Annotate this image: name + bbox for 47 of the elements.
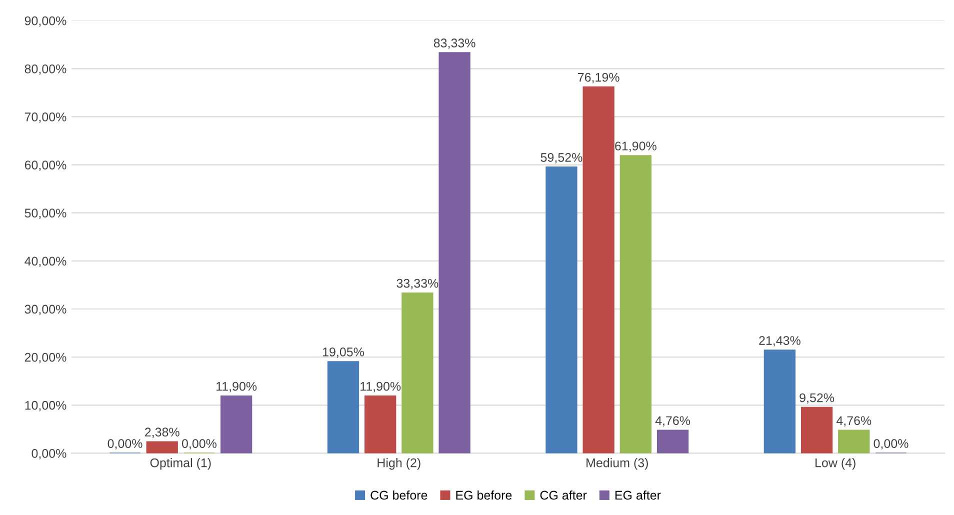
y-tick-label: 50,00% xyxy=(24,208,66,219)
y-tick-label: 20,00% xyxy=(24,352,66,364)
data-label: 2,38% xyxy=(145,428,180,438)
data-label: 21,43% xyxy=(759,336,800,346)
x-tick-label: Low (4) xyxy=(816,458,856,470)
legend-label: CG before xyxy=(370,490,428,500)
data-label: 83,33% xyxy=(434,38,476,49)
y-tick-label: 90,00% xyxy=(24,16,66,27)
y-tick-label: 40,00% xyxy=(24,256,66,268)
x-tick-label: High (2) xyxy=(378,458,420,470)
y-tick-label: 0,00% xyxy=(32,449,66,460)
bar xyxy=(800,406,833,454)
data-label: 0,00% xyxy=(182,439,216,450)
data-label: 61,90% xyxy=(615,142,656,152)
bar xyxy=(438,52,470,454)
data-label: 4,76% xyxy=(655,416,690,427)
legend-label: EG after xyxy=(615,490,661,500)
data-label: 33,33% xyxy=(396,278,438,290)
bar xyxy=(220,395,252,454)
data-label: 76,19% xyxy=(578,72,620,84)
y-tick-label: 30,00% xyxy=(24,304,66,316)
bar xyxy=(764,350,796,454)
bar xyxy=(402,292,434,454)
y-tick-label: 70,00% xyxy=(24,112,66,123)
x-tick-label: Optimal (1) xyxy=(150,458,211,470)
x-tick-label: Medium (3) xyxy=(586,458,648,470)
y-tick-label: 10,00% xyxy=(25,400,66,412)
bar xyxy=(838,430,870,454)
data-label: 59,52% xyxy=(540,153,582,164)
data-label: 0,00% xyxy=(874,439,908,450)
bar xyxy=(327,361,360,454)
legend-label: EG before xyxy=(456,490,512,500)
data-label: 19,05% xyxy=(323,348,364,358)
y-tick-label: 80,00% xyxy=(24,64,66,75)
data-label: 11,90% xyxy=(216,382,257,392)
bar xyxy=(364,395,396,454)
data-label: 9,52% xyxy=(800,393,834,404)
bar xyxy=(546,166,578,454)
y-tick-label: 60,00% xyxy=(24,160,66,171)
bar xyxy=(146,441,178,454)
data-label: 4,76% xyxy=(836,416,872,427)
data-label: 11,90% xyxy=(360,382,401,392)
legend-label: CG after xyxy=(540,490,587,500)
bar xyxy=(656,430,689,454)
bar xyxy=(620,155,652,454)
data-label: 0,00% xyxy=(108,439,142,450)
bar xyxy=(582,86,614,454)
